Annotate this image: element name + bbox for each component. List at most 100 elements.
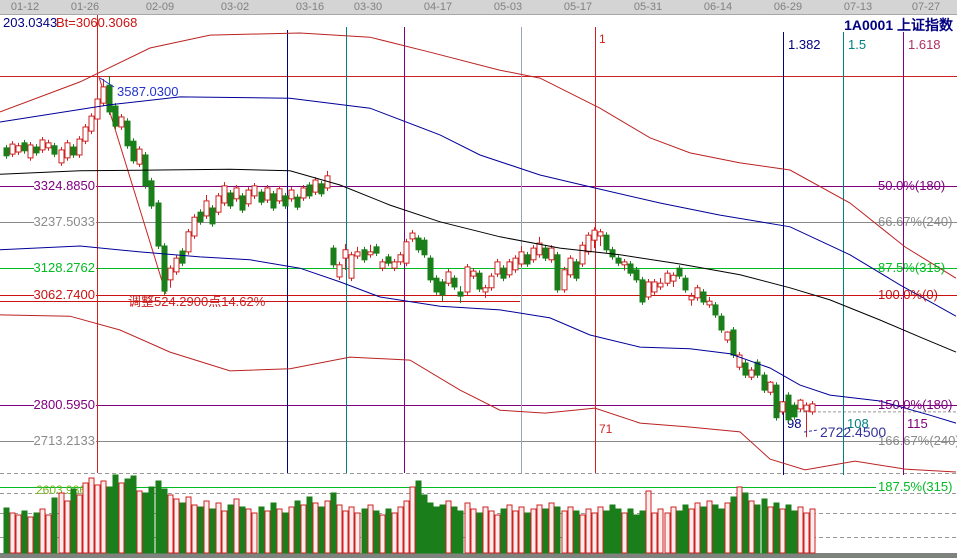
candle bbox=[45, 142, 52, 149]
candle bbox=[797, 399, 804, 410]
volume-bar bbox=[718, 508, 725, 554]
percent-level-label: 87.5%(315) bbox=[878, 260, 945, 275]
volume-bar bbox=[27, 516, 34, 554]
candle bbox=[518, 251, 525, 265]
price-level-label: 3128.2762 bbox=[34, 260, 95, 275]
volume-bar bbox=[609, 504, 616, 554]
volume-bar bbox=[373, 510, 380, 554]
symbol-code: 1A0001 bbox=[844, 17, 894, 33]
candle bbox=[209, 207, 216, 225]
volume-bar bbox=[367, 504, 374, 554]
candle bbox=[330, 247, 337, 266]
candle bbox=[118, 116, 125, 128]
volume-bar bbox=[639, 510, 646, 554]
volume-bar bbox=[51, 497, 58, 554]
volume-bar bbox=[573, 510, 580, 554]
candle bbox=[427, 257, 434, 281]
candle bbox=[373, 246, 380, 254]
candle bbox=[173, 257, 180, 273]
volume-bar bbox=[258, 506, 265, 554]
candle bbox=[100, 86, 107, 104]
candle bbox=[397, 254, 404, 263]
volume-bar bbox=[621, 512, 628, 554]
candle bbox=[403, 241, 410, 264]
date-axis: 01-12 01-26 02-09 03-02 03-16 03-30 04-17 05-03… bbox=[0, 0, 957, 15]
upper-ma-blue bbox=[0, 96, 957, 317]
date-label: 04-17 bbox=[423, 1, 453, 13]
volume-bar bbox=[300, 504, 307, 554]
candle bbox=[39, 139, 46, 151]
volume-bar bbox=[112, 474, 119, 554]
candle bbox=[464, 266, 471, 293]
volume-bar bbox=[100, 480, 107, 554]
candle bbox=[9, 143, 16, 155]
candle bbox=[21, 142, 28, 152]
volume-bar bbox=[512, 510, 519, 554]
volume-bar bbox=[185, 496, 192, 554]
volume-bar bbox=[312, 502, 319, 554]
lower-ma-blue bbox=[0, 245, 957, 424]
candle bbox=[64, 142, 71, 159]
volume-bar bbox=[3, 507, 10, 554]
volume-bar bbox=[779, 508, 786, 554]
candle bbox=[651, 281, 658, 293]
candle bbox=[270, 193, 277, 209]
volume-bar bbox=[155, 480, 162, 554]
volume-bar bbox=[379, 514, 386, 554]
candle bbox=[185, 231, 192, 253]
candle bbox=[276, 188, 283, 202]
volume-bar bbox=[791, 510, 798, 554]
volume-bar bbox=[294, 500, 301, 554]
date-label: 01-26 bbox=[70, 1, 100, 13]
volume-bar bbox=[264, 510, 271, 554]
candle bbox=[197, 211, 204, 223]
candle bbox=[306, 184, 313, 197]
volume-bar bbox=[567, 506, 574, 554]
volume-bar bbox=[288, 506, 295, 554]
candle bbox=[82, 126, 89, 142]
volume-bar bbox=[421, 494, 428, 554]
candle bbox=[215, 195, 222, 213]
volume-bar bbox=[433, 506, 440, 554]
price-level-label: 2800.5950 bbox=[34, 397, 95, 412]
candle bbox=[391, 261, 398, 269]
volume-bar bbox=[542, 508, 549, 554]
bt-value: Bt=3060.3068 bbox=[56, 15, 138, 30]
percent-level-label: 66.67%(240) bbox=[878, 214, 952, 229]
candle bbox=[573, 261, 580, 279]
volume-bar bbox=[785, 504, 792, 554]
candle bbox=[354, 251, 361, 257]
volume-bar bbox=[15, 514, 22, 554]
volume-bar bbox=[451, 506, 458, 554]
trend-line[interactable] bbox=[98, 76, 167, 295]
vline-top-label: 1 bbox=[599, 32, 606, 46]
volume-bar bbox=[518, 506, 525, 554]
date-label: 05-31 bbox=[633, 1, 663, 13]
candle bbox=[506, 261, 513, 276]
date-label: 03-16 bbox=[295, 1, 325, 13]
candle bbox=[470, 270, 477, 277]
candle bbox=[457, 291, 464, 297]
volume-bar bbox=[385, 508, 392, 554]
volume-bar bbox=[633, 514, 640, 554]
volume-bar bbox=[409, 486, 416, 554]
volume-bar bbox=[554, 506, 561, 554]
candle bbox=[567, 257, 574, 276]
candle bbox=[251, 185, 258, 197]
label-backing bbox=[34, 288, 96, 301]
candle bbox=[233, 187, 240, 200]
volume-bar bbox=[585, 508, 592, 554]
volume-bar bbox=[282, 512, 289, 554]
candle bbox=[694, 287, 701, 299]
volume-bar bbox=[676, 510, 683, 554]
volume-bar bbox=[524, 512, 531, 554]
candle bbox=[245, 189, 252, 205]
candle bbox=[106, 84, 113, 113]
volume-bar bbox=[688, 508, 695, 554]
candle bbox=[88, 115, 95, 132]
vline-count-label: 108 bbox=[847, 416, 869, 431]
candle bbox=[421, 239, 428, 256]
candle bbox=[379, 261, 386, 269]
